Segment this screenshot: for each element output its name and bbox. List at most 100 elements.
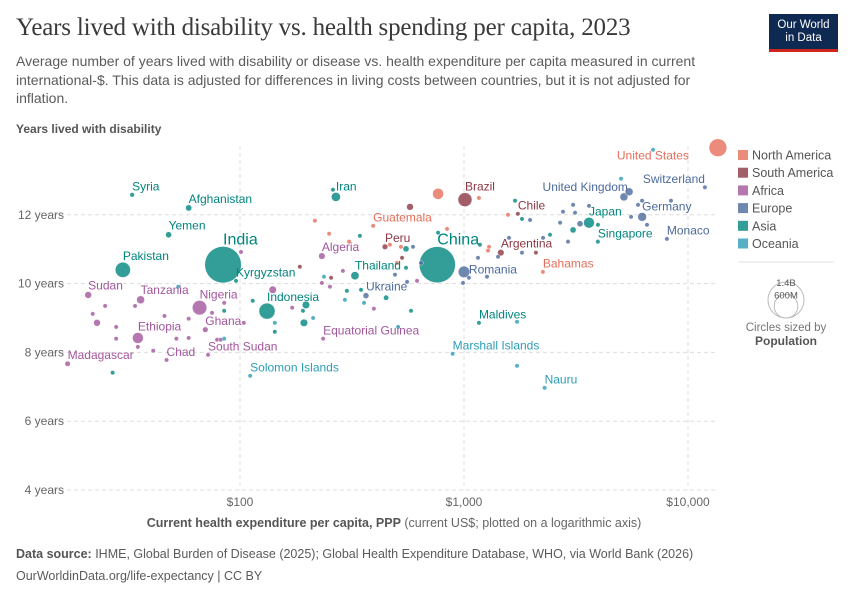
data-point — [512, 198, 518, 204]
legend-label: Europe — [752, 202, 792, 216]
data-point — [342, 297, 348, 303]
legend-item-europe[interactable]: Europe — [738, 202, 792, 216]
label-japan: Japan — [589, 204, 622, 218]
data-point — [346, 239, 352, 245]
data-point — [358, 287, 364, 293]
label-monaco: Monaco — [667, 224, 710, 238]
point-bahamas — [540, 269, 546, 275]
data-point — [241, 320, 247, 326]
data-point — [110, 370, 116, 376]
legend-swatch — [738, 220, 748, 231]
x-axis-title-rest: (current US$; plotted on a logarithmic a… — [401, 516, 641, 530]
logo-line-1: Our World — [777, 18, 830, 31]
data-point — [330, 187, 336, 193]
label-marshall-islands: Marshall Islands — [453, 339, 540, 353]
data-point — [639, 198, 645, 204]
point-thailand — [350, 271, 360, 280]
point-japan — [583, 217, 595, 229]
label-syria: Syria — [132, 180, 160, 194]
logo-line-2: in Data — [785, 31, 822, 44]
data-point — [595, 222, 601, 228]
data-point — [209, 310, 215, 316]
label-madagascar: Madagascar — [68, 348, 134, 362]
data-point — [102, 303, 108, 309]
point-sudan — [84, 291, 92, 299]
label-singapore: Singapore — [598, 226, 653, 240]
label-solomon-islands: Solomon Islands — [250, 361, 339, 375]
data-point — [113, 324, 119, 330]
data-point — [570, 202, 576, 208]
data-point — [624, 187, 634, 196]
x-axis-title: Current health expenditure per capita, P… — [147, 516, 642, 530]
size-legend-small-circle — [773, 293, 799, 319]
point-united-states — [708, 138, 727, 157]
point-chad — [164, 357, 169, 363]
data-point — [458, 265, 470, 278]
point-switzerland — [702, 184, 708, 190]
data-point — [557, 220, 563, 226]
data-point — [113, 336, 119, 342]
data-point — [408, 308, 414, 314]
data-point — [319, 280, 325, 286]
data-point — [132, 303, 138, 309]
legend-item-asia[interactable]: Asia — [738, 219, 776, 233]
data-point — [618, 176, 624, 182]
label-iran: Iran — [336, 179, 357, 193]
data-point — [650, 147, 656, 153]
point-south-sudan — [205, 352, 211, 358]
data-point — [162, 313, 167, 319]
label-kyrgyzstan: Kyrgyzstan — [236, 266, 295, 280]
point-china — [419, 246, 456, 283]
data-point — [514, 363, 520, 369]
legend-item-oceania[interactable]: Oceania — [738, 237, 799, 251]
data-point — [444, 226, 450, 232]
data-point — [635, 202, 641, 208]
data-point — [221, 308, 227, 314]
legend-label: Oceania — [752, 237, 799, 251]
label-nigeria: Nigeria — [200, 287, 238, 301]
data-point — [392, 272, 398, 278]
data-point — [495, 254, 501, 260]
size-legend-variable: Population — [755, 334, 817, 348]
point-pakistan — [115, 262, 131, 278]
legend-swatch — [738, 150, 748, 160]
data-point — [328, 275, 334, 281]
label-united-kingdom: United Kingdom — [543, 180, 628, 194]
label-nauru: Nauru — [545, 373, 578, 387]
data-point — [90, 311, 96, 317]
y-tick-label: 10 years — [18, 277, 64, 291]
data-point — [300, 308, 306, 314]
legend-item-north-america[interactable]: North America — [738, 149, 831, 163]
legend: North America South America Africa Europe As… — [738, 149, 834, 348]
data-point — [432, 188, 444, 200]
point-germany — [637, 212, 647, 222]
data-point — [272, 329, 278, 335]
label-thailand: Thailand — [355, 259, 401, 273]
source-label: Data source: — [16, 547, 92, 561]
point-argentina — [497, 249, 505, 257]
url-license[interactable]: OurWorldinData.org/life-expectancy | CC … — [16, 569, 263, 583]
label-guatemala: Guatemala — [373, 211, 432, 225]
size-legend-large-label: 1.4B — [776, 278, 796, 289]
data-point — [506, 235, 512, 241]
owid-logo[interactable]: Our World in Data — [769, 14, 838, 52]
data-point — [418, 260, 424, 266]
legend-label: North America — [752, 149, 831, 163]
legend-item-africa[interactable]: Africa — [738, 184, 784, 198]
legend-label: Africa — [752, 184, 784, 198]
data-point — [533, 250, 539, 256]
data-point — [572, 210, 578, 216]
data-point — [383, 294, 389, 301]
legend-item-south-america[interactable]: South America — [738, 166, 833, 180]
data-point — [565, 239, 571, 245]
data-point — [475, 255, 481, 261]
point-brazil — [457, 192, 473, 207]
source-text: IHME, Global Burden of Disease (2025); G… — [91, 547, 694, 561]
y-tick-label: 6 years — [25, 414, 64, 428]
data-point — [628, 214, 634, 220]
label-south-sudan: South Sudan — [208, 340, 277, 354]
point-tanzania — [136, 295, 145, 304]
point-marshall-islands — [450, 351, 456, 357]
data-point — [344, 288, 350, 294]
label-equatorial-guinea: Equatorial Guinea — [323, 323, 419, 337]
